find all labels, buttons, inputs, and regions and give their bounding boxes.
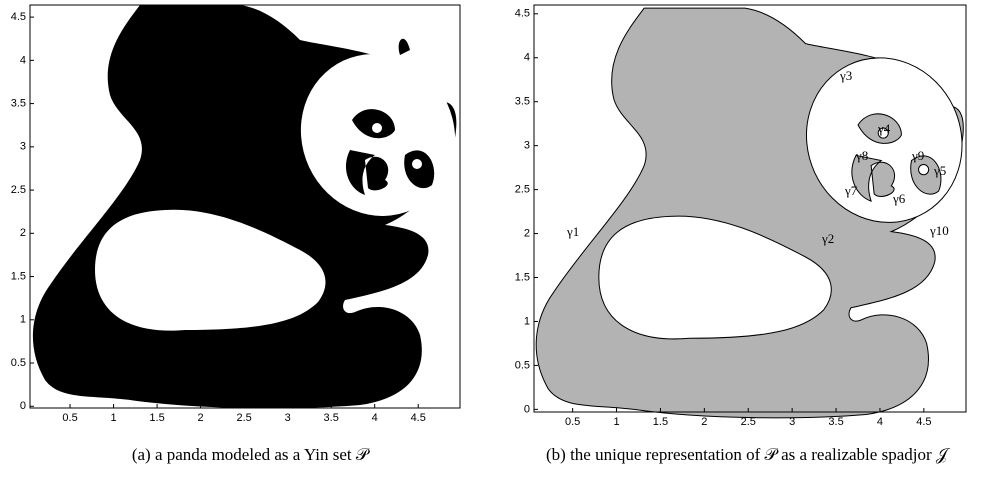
y-tick-label: 0 [524, 403, 530, 415]
x-tick-label: 4 [877, 416, 883, 428]
page: {"panels": [ {"xlim": [0.04, 4.98], "yli… [0, 0, 986, 487]
y-tick-label: 4.5 [515, 8, 530, 20]
y-tick-label: 1 [524, 315, 530, 327]
x-tick-label: 0.5 [62, 412, 77, 424]
curve-label: γ2 [821, 231, 834, 246]
y-tick-label: 4.5 [11, 11, 26, 23]
x-tick-label: 0.5 [565, 416, 580, 428]
curve-label: γ9 [911, 148, 924, 163]
x-tick-label: 2.5 [236, 412, 251, 424]
y-tick-label: 2.5 [515, 184, 530, 196]
y-tick-label: 2.5 [11, 184, 26, 196]
panda-eye [372, 123, 382, 133]
x-tick-label: 2 [198, 412, 204, 424]
x-tick-label: 4.5 [411, 412, 426, 424]
curve-label: γ3 [839, 68, 852, 83]
y-tick-label: 1.5 [515, 271, 530, 283]
caption: (b) the unique representation of 𝒫 as a … [546, 444, 986, 465]
x-tick-label: 3.5 [324, 412, 339, 424]
x-tick-label: 3.5 [828, 416, 843, 428]
panda-eye [412, 159, 422, 169]
y-tick-label: 2 [20, 227, 26, 239]
y-tick-label: 0.5 [11, 357, 26, 369]
x-tick-label: 3 [285, 412, 291, 424]
curve-label: γ6 [892, 191, 906, 206]
y-tick-label: 4 [20, 54, 26, 66]
y-tick-label: 3.5 [11, 97, 26, 109]
curve-label: γ4 [877, 121, 891, 136]
curve-label: γ8 [855, 148, 868, 163]
panda-eye [919, 165, 929, 175]
panel-a [33, 5, 482, 408]
x-tick-label: 1.5 [149, 412, 164, 424]
figure: 0.5 1 1.5 2 2.5 3 3.5 4 4.5 0 0.5 1 1.5 2 2.5 3 3.5 4 4.5 0… [0, 0, 986, 430]
y-tick-label: 2 [524, 227, 530, 239]
x-tick-label: 4 [372, 412, 378, 424]
x-tick-label: 2.5 [741, 416, 756, 428]
caption: (a) a panda modeled as a Yin set 𝒫 [70, 444, 430, 465]
x-tick-label: 1.5 [653, 416, 668, 428]
y-tick-label: 0.5 [515, 359, 530, 371]
y-tick-label: 3 [20, 141, 26, 153]
curve-label: γ1 [566, 224, 579, 239]
curve-label: γ7 [844, 183, 858, 198]
y-tick-label: 4 [524, 52, 530, 64]
x-tick-label: 1 [111, 412, 117, 424]
y-tick-label: 3 [524, 140, 530, 152]
y-tick-label: 1.5 [11, 270, 26, 282]
x-tick-label: 1 [613, 416, 619, 428]
y-tick-label: 1 [20, 314, 26, 326]
x-tick-label: 2 [701, 416, 707, 428]
curve-label: γ10 [929, 223, 949, 238]
y-tick-label: 3.5 [515, 96, 530, 108]
y-tick-label: 0 [20, 400, 26, 412]
curve-label: γ5 [933, 163, 946, 178]
x-tick-label: 3 [789, 416, 795, 428]
x-tick-label: 4.5 [916, 416, 931, 428]
panel-b [536, 8, 986, 418]
